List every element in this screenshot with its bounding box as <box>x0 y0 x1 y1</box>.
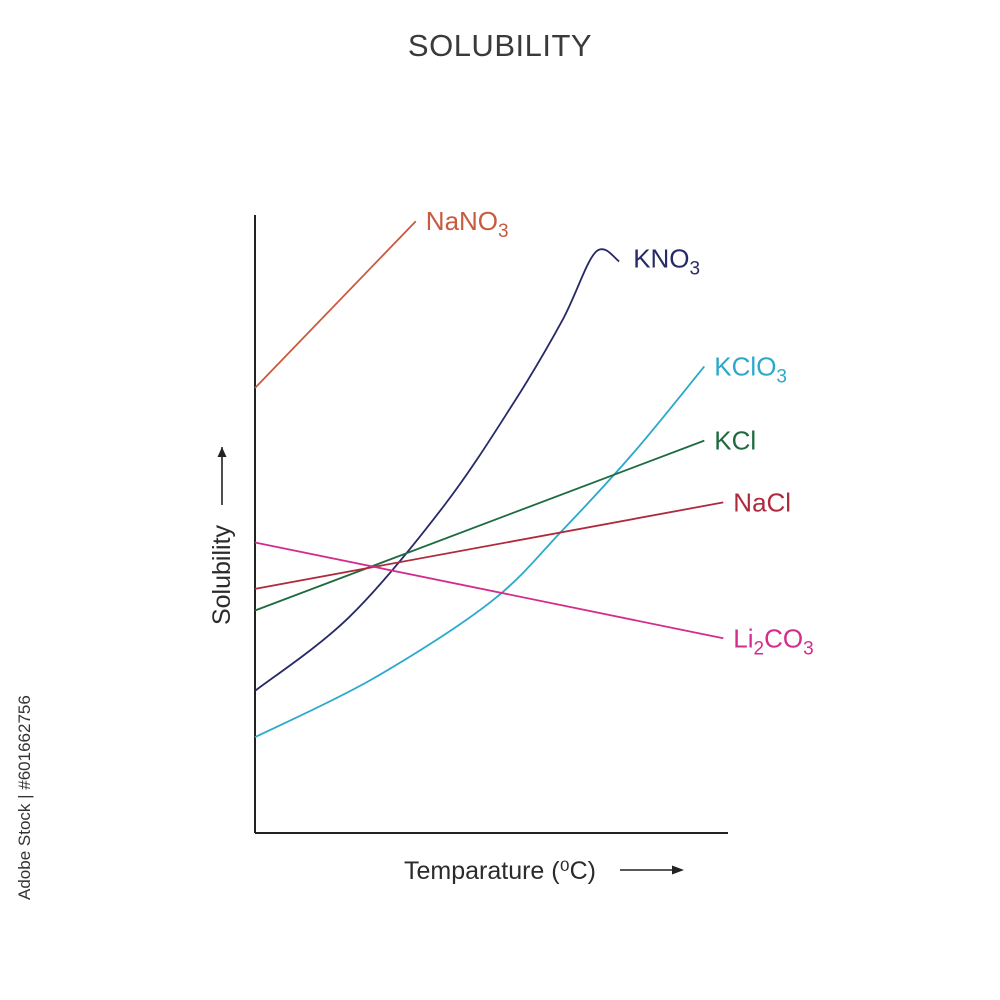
x-axis-label-group: Temparature (⁰C) <box>404 857 684 885</box>
series-labels: NaNO3 KNO3 KClO3 KCl NaCl Li2CO3 <box>426 206 814 659</box>
series-label-nacl: NaCl <box>733 487 791 517</box>
axes <box>254 215 728 834</box>
series-line-nacl <box>254 501 724 590</box>
series-label-nano3: NaNO3 <box>426 206 509 242</box>
stock-credit: Adobe Stock | #601662756 <box>15 695 34 900</box>
series-label-kno3: KNO3 <box>633 243 700 279</box>
series-line-kno3 <box>254 248 620 692</box>
series-line-kcl <box>254 439 705 612</box>
y-axis-label-group: Solubility <box>208 447 236 625</box>
x-axis-label: Temparature (⁰C) <box>404 857 596 885</box>
series-lines <box>254 220 724 739</box>
series-label-kclo3: KClO3 <box>714 351 787 387</box>
series-line-kclo3 <box>254 365 705 739</box>
series-line-li2co3 <box>254 541 724 640</box>
y-axis-label: Solubility <box>208 524 236 625</box>
y-axis-arrowhead <box>217 447 227 457</box>
series-label-li2co3: Li2CO3 <box>733 623 813 659</box>
series-label-kcl: KCl <box>714 426 756 456</box>
x-axis-arrowhead <box>672 865 684 875</box>
series-line-nano3 <box>254 220 417 389</box>
chart-title: SOLUBILITY <box>407 28 593 63</box>
